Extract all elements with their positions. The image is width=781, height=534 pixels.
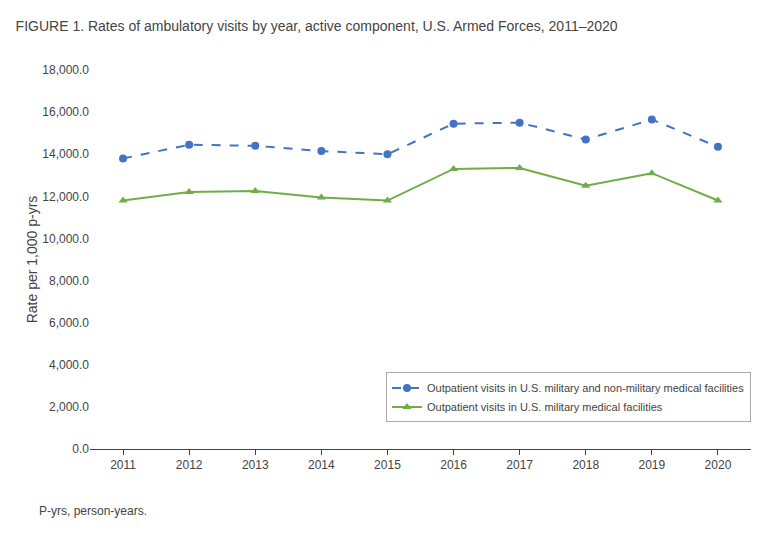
svg-text:2014: 2014	[308, 458, 335, 472]
svg-text:2018: 2018	[572, 458, 599, 472]
svg-text:Rate per 1,000 p-yrs: Rate per 1,000 p-yrs	[24, 196, 40, 324]
svg-text:4,000.0: 4,000.0	[49, 358, 89, 372]
svg-text:P-yrs, person-years.: P-yrs, person-years.	[39, 504, 147, 518]
svg-text:2013: 2013	[242, 458, 269, 472]
svg-text:2019: 2019	[638, 458, 665, 472]
svg-text:2011: 2011	[110, 458, 136, 472]
svg-text:2,000.0: 2,000.0	[49, 400, 89, 414]
svg-text:2015: 2015	[374, 458, 401, 472]
svg-text:18,000.0: 18,000.0	[42, 63, 89, 77]
svg-text:Outpatient visits in U.S. mili: Outpatient visits in U.S. military and n…	[427, 382, 744, 394]
svg-text:2020: 2020	[705, 458, 732, 472]
svg-text:FIGURE 1. Rates of ambulatory: FIGURE 1. Rates of ambulatory visits by …	[16, 18, 618, 34]
svg-text:14,000.0: 14,000.0	[42, 147, 89, 161]
svg-text:Outpatient visits in U.S. mili: Outpatient visits in U.S. military medic…	[427, 401, 663, 413]
svg-text:8,000.0: 8,000.0	[49, 274, 89, 288]
svg-text:0.0: 0.0	[72, 442, 89, 456]
svg-text:2012: 2012	[176, 458, 203, 472]
svg-text:10,000.0: 10,000.0	[42, 232, 89, 246]
svg-text:12,000.0: 12,000.0	[42, 190, 89, 204]
svg-text:2017: 2017	[506, 458, 533, 472]
svg-text:6,000.0: 6,000.0	[49, 316, 89, 330]
svg-text:2016: 2016	[440, 458, 467, 472]
svg-text:16,000.0: 16,000.0	[42, 105, 89, 119]
